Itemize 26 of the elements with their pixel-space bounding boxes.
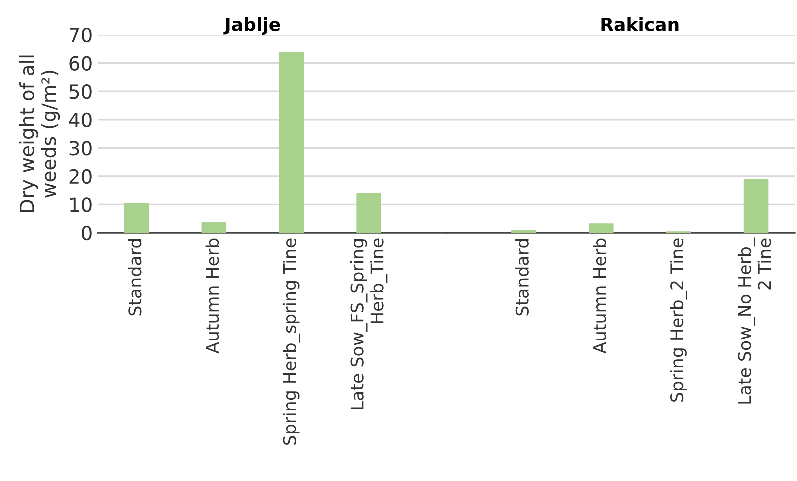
y-tick-label: 40 [69,112,92,128]
bar [589,224,614,233]
y-tick-label: 20 [70,169,92,184]
y-tick-label: 60 [70,56,92,71]
chart-title: Jablje [224,17,280,35]
x-tick-label: Late Sow_No Herb_ 2 Tine [738,238,772,404]
x-tick-label: Spring Herb_spring Tine [282,238,300,445]
y-axis-title: Dry weight of all weeds (g/m²) [19,56,60,212]
x-tick-label: Spring Herb_2 Tine [670,238,688,402]
bar [279,52,304,233]
bar [356,193,382,233]
y-tick-label: 50 [70,84,92,100]
x-tick-label: Late Sow_FS_Spring Herb_Tine [350,238,388,410]
bar [202,222,227,233]
x-tick-label: Standard [516,239,529,316]
y-tick-label: 30 [70,141,92,156]
x-tick-label: Autumn Herb [592,238,606,354]
x-tick-label: Standard [128,239,142,316]
bar [744,178,769,233]
y-tick-label: 70 [70,28,92,43]
bar [124,203,150,233]
bar [512,230,536,233]
x-tick-label: Autumn Herb [206,238,220,354]
chart-title: Rakican [602,18,679,32]
y-tick-label: 0 [82,226,92,241]
y-tick-label: 10 [70,198,92,212]
